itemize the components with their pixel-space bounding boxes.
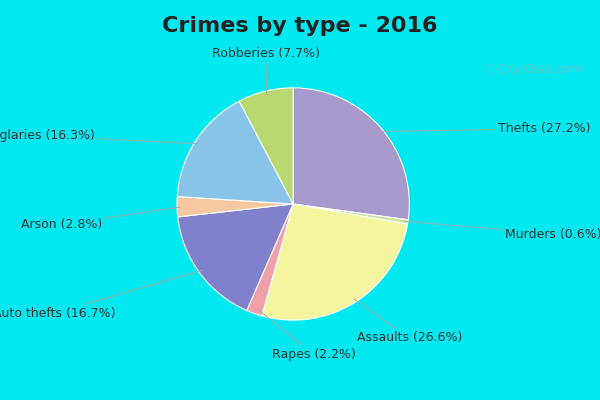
Text: Auto thefts (16.7%): Auto thefts (16.7%) xyxy=(0,270,202,320)
Text: Assaults (26.6%): Assaults (26.6%) xyxy=(354,299,462,344)
Wedge shape xyxy=(239,88,293,204)
Text: Crimes by type - 2016: Crimes by type - 2016 xyxy=(162,16,438,36)
Text: ⓘ City-Data.com: ⓘ City-Data.com xyxy=(487,63,582,76)
Text: Thefts (27.2%): Thefts (27.2%) xyxy=(379,122,590,135)
Text: Robberies (7.7%): Robberies (7.7%) xyxy=(212,47,320,94)
Wedge shape xyxy=(177,196,293,217)
Wedge shape xyxy=(293,88,409,220)
Wedge shape xyxy=(177,101,293,204)
Wedge shape xyxy=(178,204,293,310)
Wedge shape xyxy=(262,204,407,320)
Text: Murders (0.6%): Murders (0.6%) xyxy=(405,221,600,240)
Wedge shape xyxy=(247,204,293,316)
Wedge shape xyxy=(293,204,408,224)
Text: Arson (2.8%): Arson (2.8%) xyxy=(20,207,180,231)
Text: Burglaries (16.3%): Burglaries (16.3%) xyxy=(0,129,198,144)
Text: Rapes (2.2%): Rapes (2.2%) xyxy=(259,310,356,361)
